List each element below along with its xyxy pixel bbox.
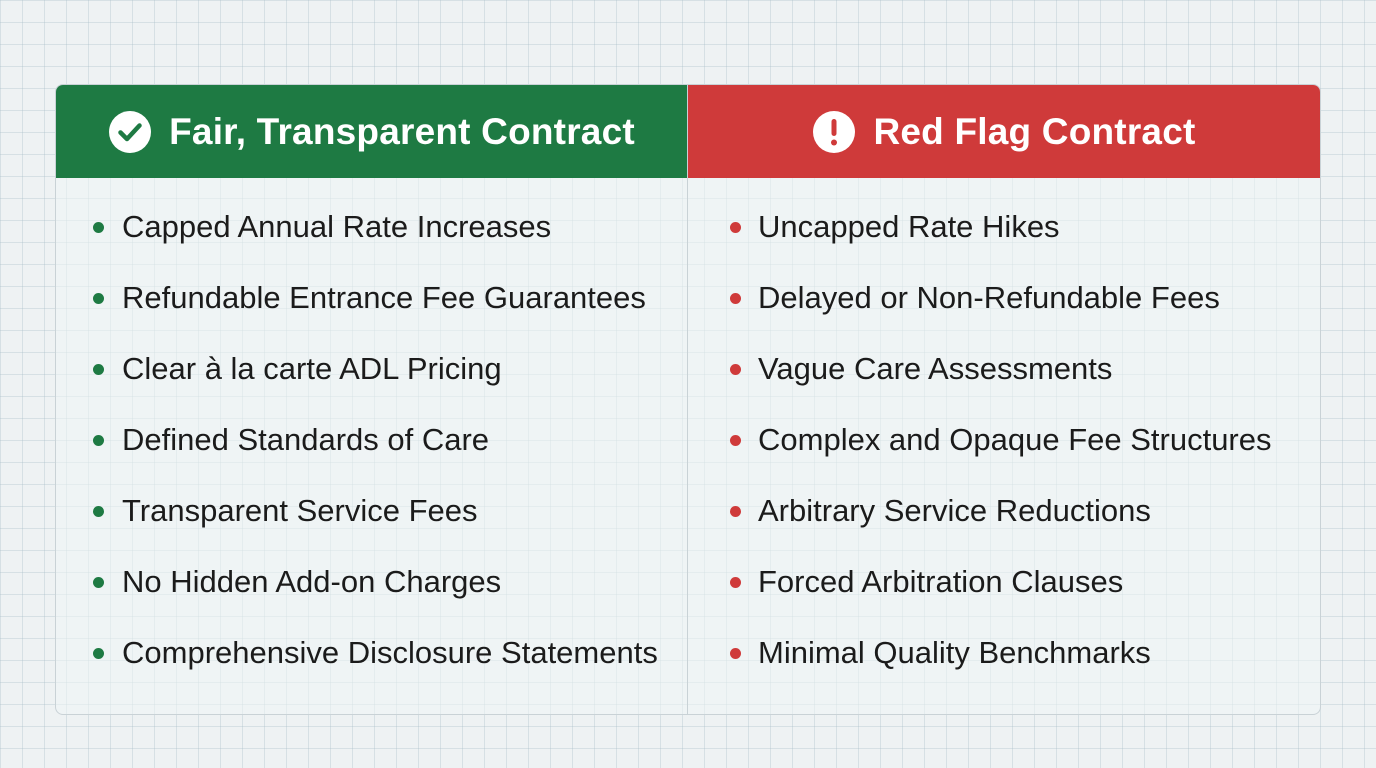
red-bullet bbox=[730, 435, 741, 446]
list-item: Transparent Service Fees bbox=[56, 493, 687, 564]
list-item: Arbitrary Service Reductions bbox=[688, 493, 1320, 564]
red-flag-contract-header: Red Flag Contract bbox=[688, 85, 1320, 178]
list-item-text: Minimal Quality Benchmarks bbox=[758, 635, 1151, 670]
list-item: Refundable Entrance Fee Guarantees bbox=[56, 280, 687, 351]
green-bullet bbox=[93, 648, 104, 659]
red-flag-contract-list: Uncapped Rate Hikes Delayed or Non-Refun… bbox=[688, 209, 1320, 706]
list-item: Clear à la carte ADL Pricing bbox=[56, 351, 687, 422]
list-item-text: Complex and Opaque Fee Structures bbox=[758, 422, 1272, 457]
exclamation-circle-icon bbox=[813, 110, 856, 153]
red-bullet bbox=[730, 577, 741, 588]
list-item-text: Forced Arbitration Clauses bbox=[758, 564, 1124, 599]
list-item-text: Refundable Entrance Fee Guarantees bbox=[122, 280, 646, 315]
list-item-text: Vague Care Assessments bbox=[758, 351, 1113, 386]
red-bullet bbox=[730, 293, 741, 304]
list-item: No Hidden Add-on Charges bbox=[56, 564, 687, 635]
list-item-text: Uncapped Rate Hikes bbox=[758, 209, 1060, 244]
list-item: Delayed or Non-Refundable Fees bbox=[688, 280, 1320, 351]
red-flag-contract-column: Red Flag Contract Uncapped Rate Hikes De… bbox=[688, 85, 1320, 714]
list-item-text: No Hidden Add-on Charges bbox=[122, 564, 502, 599]
list-item: Defined Standards of Care bbox=[56, 422, 687, 493]
green-bullet bbox=[93, 435, 104, 446]
red-flag-contract-title: Red Flag Contract bbox=[873, 110, 1196, 152]
list-item: Forced Arbitration Clauses bbox=[688, 564, 1320, 635]
list-item-text: Delayed or Non-Refundable Fees bbox=[758, 280, 1220, 315]
comparison-table: Fair, Transparent Contract Capped Annual… bbox=[55, 84, 1321, 715]
check-circle-icon bbox=[109, 110, 152, 153]
green-bullet bbox=[93, 222, 104, 233]
list-item-text: Comprehensive Disclosure Statements bbox=[122, 635, 658, 670]
list-item-text: Capped Annual Rate Increases bbox=[122, 209, 552, 244]
green-bullet bbox=[93, 577, 104, 588]
fair-contract-title: Fair, Transparent Contract bbox=[169, 110, 635, 152]
list-item: Capped Annual Rate Increases bbox=[56, 209, 687, 280]
red-bullet bbox=[730, 222, 741, 233]
green-bullet bbox=[93, 293, 104, 304]
list-item: Uncapped Rate Hikes bbox=[688, 209, 1320, 280]
list-item-text: Defined Standards of Care bbox=[122, 422, 490, 457]
fair-contract-column: Fair, Transparent Contract Capped Annual… bbox=[56, 85, 688, 714]
green-bullet bbox=[93, 364, 104, 375]
red-bullet bbox=[730, 648, 741, 659]
red-bullet bbox=[730, 506, 741, 517]
fair-contract-list: Capped Annual Rate Increases Refundable … bbox=[56, 209, 687, 706]
list-item-text: Clear à la carte ADL Pricing bbox=[122, 351, 502, 386]
list-item: Vague Care Assessments bbox=[688, 351, 1320, 422]
list-item: Minimal Quality Benchmarks bbox=[688, 635, 1320, 706]
list-item: Complex and Opaque Fee Structures bbox=[688, 422, 1320, 493]
red-bullet bbox=[730, 364, 741, 375]
list-item-text: Arbitrary Service Reductions bbox=[758, 493, 1151, 528]
fair-contract-header: Fair, Transparent Contract bbox=[56, 85, 687, 178]
green-bullet bbox=[93, 506, 104, 517]
list-item-text: Transparent Service Fees bbox=[122, 493, 478, 528]
list-item: Comprehensive Disclosure Statements bbox=[56, 635, 687, 706]
